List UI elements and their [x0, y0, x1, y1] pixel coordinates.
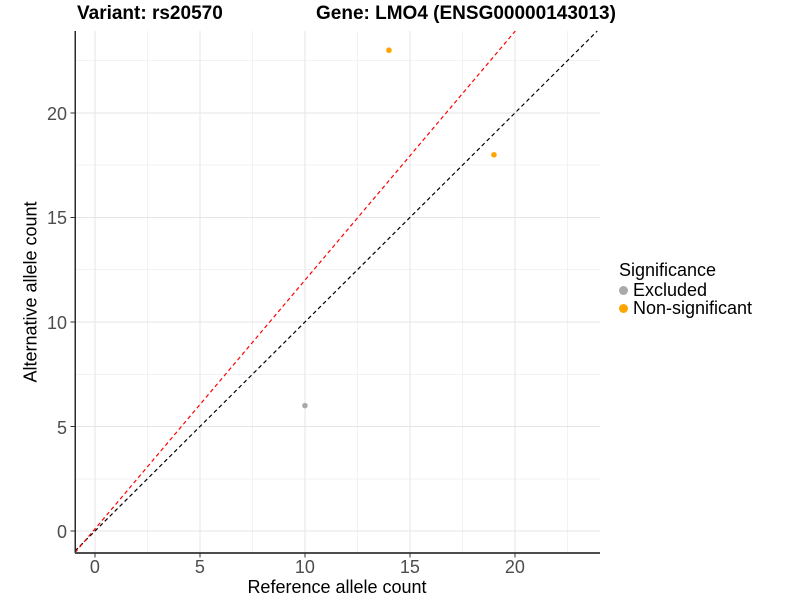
x-tick-label: 10	[294, 557, 315, 577]
fit-abline	[74, 30, 516, 553]
x-tick-label: 20	[504, 557, 525, 577]
legend-item-label: Non-significant	[633, 298, 753, 318]
x-tick-label: 0	[89, 557, 100, 577]
y-tick-label: 15	[46, 208, 67, 229]
legend-title: Significance	[619, 260, 717, 280]
non-significant-dot-icon	[619, 303, 628, 313]
y-tick-label: 20	[46, 103, 67, 124]
data-point	[491, 151, 497, 158]
y-tick-label: 10	[46, 312, 67, 333]
legend-item-non-significant: Non-significant	[619, 299, 752, 317]
identity-abline	[74, 30, 598, 552]
x-tick-label: 15	[399, 557, 420, 577]
y-axis-label: Alternative allele count	[20, 201, 41, 383]
x-axis-label: Reference allele count	[247, 577, 427, 597]
gene-title: Gene: LMO4 (ENSG00000143013)	[316, 3, 616, 24]
excluded-dot-icon	[619, 285, 628, 295]
data-point	[302, 402, 308, 409]
y-tick-label: 5	[56, 417, 67, 438]
legend-item-label: Excluded	[633, 280, 708, 300]
legend: Significance Excluded Non-significant	[619, 260, 752, 317]
y-tick-label: 0	[56, 522, 67, 543]
data-point	[386, 47, 392, 54]
legend-item-excluded: Excluded	[619, 281, 752, 299]
x-tick-label: 5	[194, 557, 205, 577]
variant-title: Variant: rs20570	[77, 3, 223, 24]
